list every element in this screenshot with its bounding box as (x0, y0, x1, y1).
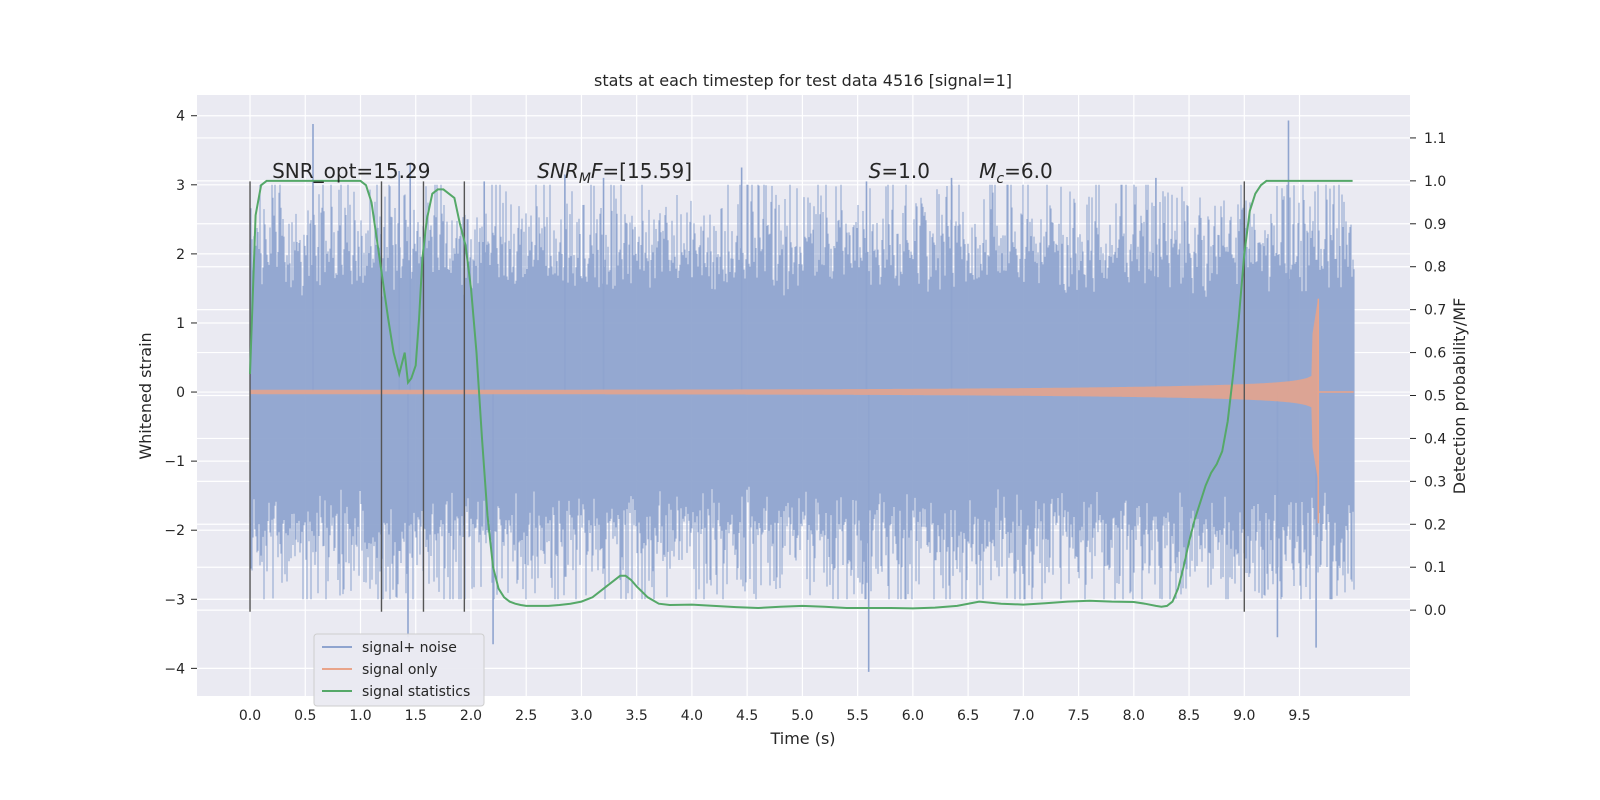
y-axis-title: Whitened strain (136, 332, 155, 459)
y2-tick-label: 0.3 (1424, 474, 1446, 490)
y2-tick-label: 0.5 (1424, 389, 1446, 405)
x-tick-label: 7.5 (1067, 708, 1089, 724)
x-tick-label: 2.5 (515, 708, 537, 724)
y2-tick-label: 0.0 (1424, 603, 1446, 619)
y2-tick-label: 0.2 (1424, 517, 1446, 533)
x-tick-label: 0.0 (239, 708, 261, 724)
x-tick-label: 5.5 (846, 708, 868, 724)
x-tick-label: 8.5 (1178, 708, 1200, 724)
y-tick-label: 0 (176, 385, 185, 401)
annotations: SNR_opt=15.29 SNRMF=[15.59] S=1.0 Mc=6.0 (272, 159, 1053, 187)
series-signal-only (249, 298, 1354, 524)
statistics-line (249, 179, 1353, 610)
legend-label-signal-statistics: signal statistics (362, 684, 470, 700)
x-tick-label: 9.0 (1233, 708, 1255, 724)
y-axis-ticks: −4 −3 −2 −1 0 1 2 3 4 (164, 109, 197, 677)
chart-title: stats at each timestep for test data 451… (594, 71, 1012, 90)
y-tick-label: 4 (176, 109, 185, 125)
y2-axis-ticks: 0.0 0.1 0.2 0.3 0.4 0.5 0.6 0.7 0.8 0.9 1.0 1.1 (1410, 131, 1446, 619)
y2-tick-label: 0.7 (1424, 303, 1446, 319)
y2-tick-label: 0.6 (1424, 346, 1446, 362)
annotation-text: SNRMF=[15.59] (537, 159, 692, 187)
annotation-text: SNR_opt=15.29 (272, 159, 430, 183)
y-tick-label: −1 (164, 454, 185, 470)
annotation-text: Mc=6.0 (979, 159, 1053, 187)
x-tick-label: 9.5 (1288, 708, 1310, 724)
x-axis-title: Time (s) (769, 729, 835, 748)
y2-tick-label: 0.8 (1424, 260, 1446, 276)
legend-box (313, 633, 485, 707)
y-tick-label: 2 (176, 247, 185, 263)
x-tick-label: 0.5 (294, 708, 316, 724)
y2-tick-label: 0.1 (1424, 560, 1446, 576)
y-tick-label: −3 (164, 592, 185, 608)
x-tick-label: 3.0 (570, 708, 592, 724)
x-tick-label: 6.5 (957, 708, 979, 724)
y-tick-label: 1 (176, 316, 185, 332)
x-tick-label: 1.5 (405, 708, 427, 724)
series-signal-statistics (249, 179, 1353, 610)
legend-label-signal-only: signal only (362, 662, 437, 678)
x-tick-label: 5.0 (791, 708, 813, 724)
legend-label-signal-plus-noise: signal+ noise (362, 640, 457, 656)
x-tick-label: 4.0 (681, 708, 703, 724)
y2-tick-label: 1.0 (1424, 174, 1446, 190)
y2-axis-title: Detection probability/MF (1450, 298, 1469, 495)
y2-tick-label: 0.9 (1424, 217, 1446, 233)
x-tick-label: 6.0 (902, 708, 924, 724)
x-tick-label: 3.5 (626, 708, 648, 724)
legend: signal+ noise signal only signal statist… (313, 633, 485, 707)
x-tick-label: 2.0 (460, 708, 482, 724)
x-axis-ticks: 0.0 0.5 1.0 1.5 2.0 2.5 3.0 3.5 4.0 4.5 5.0 5.5 6.0 6… (239, 708, 1311, 724)
y2-tick-label: 1.1 (1424, 131, 1446, 147)
y-tick-label: 3 (176, 178, 185, 194)
x-tick-label: 4.5 (736, 708, 758, 724)
x-tick-label: 8.0 (1123, 708, 1145, 724)
y-tick-label: −2 (164, 523, 185, 539)
x-tick-label: 1.0 (349, 708, 371, 724)
y-tick-label: −4 (164, 661, 185, 677)
x-tick-label: 7.0 (1012, 708, 1034, 724)
annotation-text: S=1.0 (869, 159, 930, 183)
y2-tick-label: 0.4 (1424, 431, 1446, 447)
